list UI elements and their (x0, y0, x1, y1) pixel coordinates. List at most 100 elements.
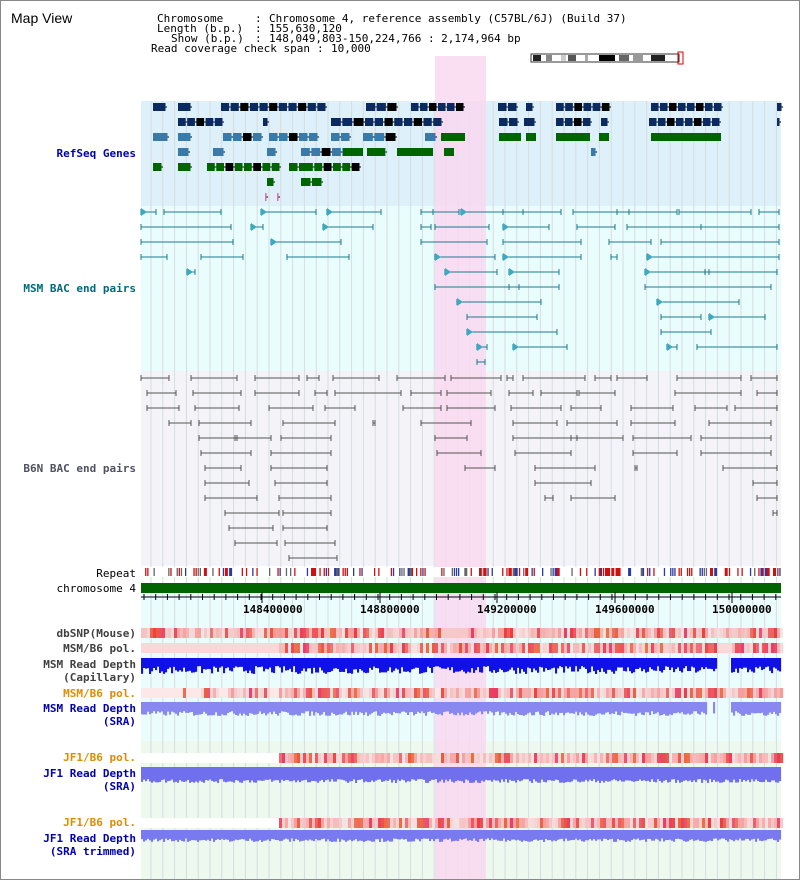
read-depth-bar (547, 767, 550, 781)
polymorphism-cell (300, 688, 304, 698)
polymorphism-cell (171, 643, 175, 653)
gene-exon (214, 118, 223, 126)
read-depth-bar (669, 702, 672, 715)
polymorphism-cell (510, 688, 514, 698)
polymorphism-cell (594, 753, 598, 763)
read-depth-bar (483, 702, 486, 712)
polymorphism-cell (204, 643, 208, 653)
read-depth-bar (375, 658, 378, 669)
polymorphism-cell (696, 643, 700, 653)
polymorphism-cell (435, 643, 439, 653)
polymorphism-cell (309, 753, 313, 763)
polymorphism-cell (393, 818, 397, 828)
read-depth-bar (623, 830, 626, 841)
read-depth-bar (665, 767, 668, 780)
read-depth-bar (451, 658, 454, 668)
polymorphism-cell (192, 643, 196, 653)
polymorphism-cell (468, 818, 472, 828)
read-depth-bar (207, 830, 210, 840)
polymorphism-cell (762, 628, 766, 638)
read-depth-bar (475, 830, 478, 841)
read-depth-bar (165, 702, 168, 716)
polymorphism-cell (234, 753, 238, 763)
read-depth-bar (655, 702, 658, 714)
read-depth-bar (709, 658, 712, 669)
polymorphism-cell (312, 628, 316, 638)
polymorphism-cell (780, 643, 784, 653)
read-depth-bar (151, 658, 154, 672)
read-depth-bar (577, 702, 580, 716)
polymorphism-cell (405, 753, 409, 763)
read-depth-bar (733, 658, 736, 673)
read-depth-bar (413, 658, 416, 669)
gene-exon (221, 103, 230, 111)
read-depth-bar (223, 830, 226, 840)
polymorphism-cell (153, 628, 157, 638)
polymorphism-cell (624, 753, 628, 763)
read-depth-bar (635, 658, 638, 669)
read-depth-bar (603, 767, 606, 783)
read-depth-bar (311, 658, 314, 674)
polymorphism-cell (648, 818, 652, 828)
read-depth-bar (649, 702, 652, 716)
read-depth-bar (775, 830, 778, 841)
read-depth-bar (323, 658, 326, 673)
polymorphism-cell (762, 818, 766, 828)
read-depth-bar (541, 830, 544, 840)
refseq-genes-label[interactable]: RefSeq Genes (56, 147, 136, 160)
polymorphism-cell (444, 643, 448, 653)
polymorphism-cell (312, 643, 316, 653)
repeat-element (647, 568, 649, 576)
read-depth-bar (717, 830, 720, 841)
polymorphism-cell (564, 753, 568, 763)
polymorphism-cell (357, 753, 361, 763)
read-depth-bar (529, 658, 532, 669)
read-depth-bar (573, 658, 576, 672)
read-depth-bar (449, 658, 452, 671)
polymorphism-cell (198, 818, 202, 828)
gene-exon (225, 163, 234, 171)
repeat-element (153, 568, 155, 576)
polymorphism-cell (381, 753, 385, 763)
read-depth-bar (245, 767, 248, 781)
repeat-element (678, 568, 680, 576)
read-depth-bar (677, 767, 680, 781)
read-depth-bar (475, 767, 478, 781)
polymorphism-cell (642, 818, 646, 828)
b6n-bac-end-pairs-label[interactable]: B6N BAC end pairs (23, 462, 136, 475)
polymorphism-cell (648, 688, 652, 698)
read-depth-bar (397, 830, 400, 840)
ideogram-position-marker (677, 51, 684, 65)
msm-bac-end-pairs-label[interactable]: MSM BAC end pairs (23, 282, 136, 295)
polymorphism-cell (165, 688, 169, 698)
read-depth-bar (477, 658, 480, 668)
polymorphism-cell (258, 753, 262, 763)
read-depth-bar (411, 767, 414, 780)
polymorphism-cell (654, 753, 658, 763)
polymorphism-cell (516, 753, 520, 763)
read-depth-bar (469, 830, 472, 841)
read-depth-bar (727, 767, 730, 781)
read-depth-bar (453, 830, 456, 841)
polymorphism-cell (723, 643, 727, 653)
polymorphism-cell (708, 643, 712, 653)
polymorphism-cell (255, 818, 259, 828)
read-depth-bar (185, 830, 188, 839)
polymorphism-cell (453, 628, 457, 638)
polymorphism-cell (375, 628, 379, 638)
polymorphism-cell (522, 628, 526, 638)
polymorphism-cell (387, 643, 391, 653)
read-depth-bar (593, 702, 596, 716)
read-depth-bar (745, 702, 748, 714)
read-depth-bar (149, 830, 152, 841)
read-depth-bar (553, 658, 556, 668)
read-depth-bar (771, 702, 774, 714)
ideogram-band (599, 55, 615, 61)
read-depth-bar (371, 830, 374, 842)
polymorphism-cell (438, 688, 442, 698)
read-depth-bar (233, 658, 236, 668)
repeat-element (607, 568, 611, 576)
read-depth-bar (205, 658, 208, 670)
polymorphism-cell (759, 643, 763, 653)
